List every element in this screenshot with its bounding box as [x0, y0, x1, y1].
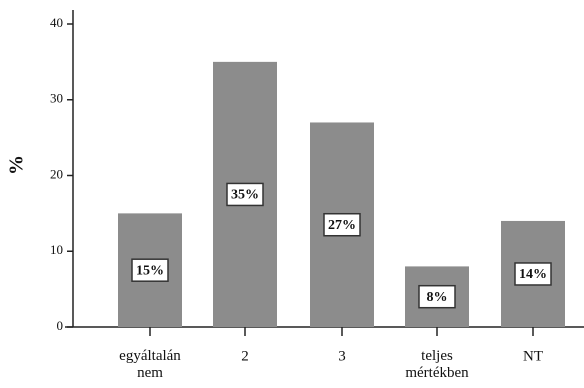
y-tick-label: 40	[50, 15, 63, 30]
value-label-box	[323, 212, 361, 237]
value-label-box	[418, 284, 456, 309]
y-tick-label: 0	[57, 318, 64, 333]
value-label: 27%	[328, 218, 356, 233]
y-axis-label: %	[6, 155, 28, 175]
x-tick-label: egyáltalán nem	[119, 348, 181, 381]
value-label-box	[226, 182, 264, 207]
y-tick-label: 10	[50, 242, 63, 257]
y-tick-label: 30	[50, 91, 63, 106]
x-tick-label: 2	[241, 348, 249, 364]
x-tick-label: 3	[338, 348, 346, 364]
value-label-box	[131, 258, 169, 282]
x-tick-label: teljes mértékben	[405, 348, 469, 381]
value-label: 15%	[136, 263, 164, 278]
x-tick-label: NT	[523, 348, 543, 364]
value-label: 35%	[231, 188, 259, 203]
value-label: 8%	[427, 290, 448, 305]
value-label: 14%	[519, 267, 547, 282]
value-label-box	[514, 262, 552, 286]
y-tick-label: 20	[50, 166, 63, 181]
